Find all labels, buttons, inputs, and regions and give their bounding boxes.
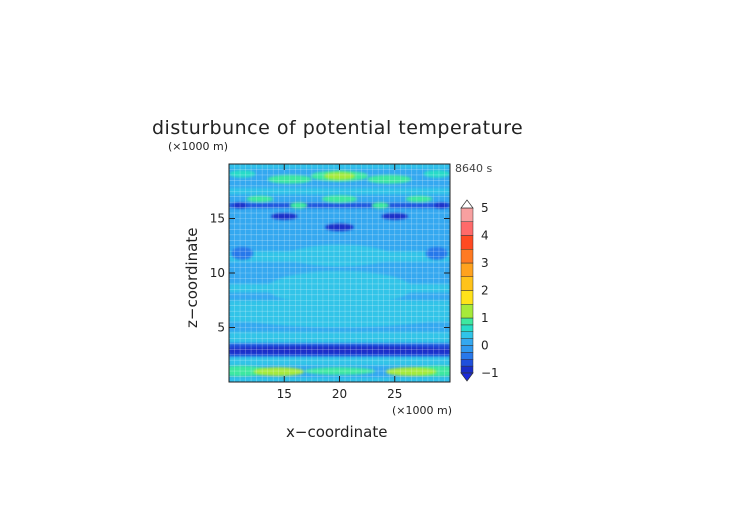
z-tick-label: 15 (210, 212, 225, 226)
plot-grid (229, 164, 450, 382)
x-ticks: 15 20 25 (277, 164, 402, 401)
z-tick-label: 5 (217, 321, 225, 335)
colorbar-swatch (460, 207, 474, 222)
contour-cell (321, 195, 358, 203)
z-tick-label: 10 (210, 266, 225, 280)
colorbar-swatch (460, 276, 474, 291)
contour-cell (289, 244, 390, 267)
contour-cell (234, 299, 445, 328)
colorbar-swatch (460, 324, 474, 332)
colorbar-label: 4 (481, 229, 489, 243)
contour-cell (253, 367, 305, 377)
colorbar-label: 1 (481, 311, 489, 325)
contour-cell (381, 213, 409, 220)
contour-band (229, 235, 450, 246)
contour-cell (229, 169, 256, 178)
contour-band (229, 331, 450, 343)
contour-band (229, 187, 450, 195)
colorbar-swatch (460, 317, 474, 326)
contour-cell (423, 169, 450, 178)
colorbar-swatch (460, 331, 474, 339)
colorbar-label: 5 (481, 201, 489, 215)
contour-cell (405, 195, 433, 203)
contour-band (229, 356, 450, 366)
x-axis-label: x−coordinate (286, 423, 387, 441)
contour-cell (325, 223, 354, 232)
contour-cell (240, 346, 439, 353)
contour-cell (425, 246, 448, 260)
colorbar-swatch (460, 338, 474, 346)
colorbar: 5 4 3 2 1 0 −1 (460, 199, 499, 382)
plot-area (229, 164, 450, 382)
contour-cell (233, 202, 247, 209)
colorbar-swatch (460, 304, 474, 319)
contour-cell (231, 246, 254, 260)
contour-cell (270, 213, 298, 220)
z-axis-label: z−coordinate (183, 228, 201, 328)
colorbar-label: 0 (481, 339, 489, 353)
contour-band (229, 203, 450, 208)
x-tick-label: 25 (387, 387, 402, 401)
contour-cell (367, 174, 412, 184)
contour-cell (434, 202, 448, 209)
colorbar-swatch (460, 359, 474, 367)
z-unit-label: (×1000 m) (168, 140, 228, 153)
colorbar-swatch (460, 249, 474, 264)
contour-cell (267, 270, 412, 306)
colorbar-label: −1 (481, 366, 499, 380)
contour-cell (304, 367, 375, 375)
contour-cell (246, 195, 274, 203)
x-tick-label: 20 (332, 387, 347, 401)
x-tick-label: 15 (277, 387, 292, 401)
colorbar-swatch (460, 221, 474, 236)
colorbar-over-arrow (460, 199, 474, 209)
colorbar-swatch (460, 290, 474, 305)
contour-cell (324, 172, 355, 180)
chart-title: disturbunce of potential temperature (152, 117, 523, 139)
colorbar-label: 2 (481, 284, 489, 298)
z-ticks: 5 10 15 (210, 212, 450, 335)
colorbar-swatch (460, 235, 474, 250)
contour-cell (385, 367, 437, 377)
colorbar-swatch (460, 365, 474, 374)
contour-cell (289, 202, 308, 209)
colorbar-label: 3 (481, 256, 489, 270)
colorbar-swatch (460, 352, 474, 360)
colorbar-swatch (460, 262, 474, 277)
x-unit-label: (×1000 m) (392, 404, 452, 417)
contour-cell (371, 202, 390, 209)
colorbar-under-arrow (460, 372, 474, 382)
time-label: 8640 s (455, 162, 492, 175)
colorbar-swatch (460, 345, 474, 353)
contour-cell (267, 174, 312, 184)
